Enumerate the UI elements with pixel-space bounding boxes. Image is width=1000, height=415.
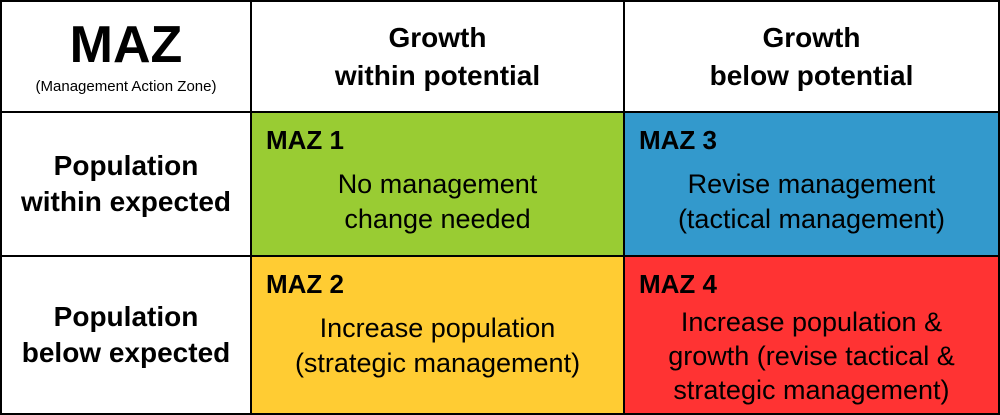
zone-description: Revise management (tactical management) (625, 167, 998, 237)
zone-text-line: No management (337, 169, 538, 199)
zone-text-line: Revise management (687, 169, 936, 199)
zone-description: Increase population & growth (revise tac… (625, 305, 998, 407)
row-header-line: Population (53, 150, 199, 181)
zone-text-line: growth (revise tactical & (668, 341, 955, 371)
zone-label: MAZ 3 (639, 125, 717, 155)
zone-description: No management change needed (252, 167, 623, 237)
zone-maz1: MAZ 1 No management change needed (252, 113, 625, 257)
zone-text-line: (tactical management) (677, 204, 946, 234)
row-header-line: within expected (20, 186, 232, 217)
zone-label: MAZ 4 (639, 269, 717, 299)
zone-text-line: strategic management) (673, 375, 950, 405)
row-header-line: Population (53, 301, 199, 332)
zone-label: MAZ 1 (266, 125, 344, 155)
row-header-line: below expected (21, 337, 231, 368)
matrix-title: MAZ (69, 16, 183, 74)
zone-text-line: Increase population (319, 313, 556, 343)
matrix-title-cell: MAZ (Management Action Zone) (0, 0, 252, 113)
column-header-line: below potential (709, 59, 914, 91)
column-header-line: Growth (388, 21, 487, 53)
column-header-growth-below: Growth below potential (625, 0, 1000, 113)
zone-text-line: (strategic management) (294, 348, 581, 378)
row-header-population-below: Population below expected (0, 257, 252, 415)
column-header-growth-within: Growth within potential (252, 0, 625, 113)
zone-description: Increase population (strategic managemen… (252, 311, 623, 381)
zone-text-line: change needed (344, 204, 531, 234)
zone-label: MAZ 2 (266, 269, 344, 299)
row-header-population-within: Population within expected (0, 113, 252, 257)
zone-maz4: MAZ 4 Increase population & growth (revi… (625, 257, 1000, 415)
column-header-line: Growth (762, 21, 861, 53)
zone-maz2: MAZ 2 Increase population (strategic man… (252, 257, 625, 415)
matrix-subtitle: (Management Action Zone) (35, 78, 217, 95)
column-header-line: within potential (334, 59, 541, 91)
zone-maz3: MAZ 3 Revise management (tactical manage… (625, 113, 1000, 257)
zone-text-line: Increase population & (680, 307, 943, 337)
